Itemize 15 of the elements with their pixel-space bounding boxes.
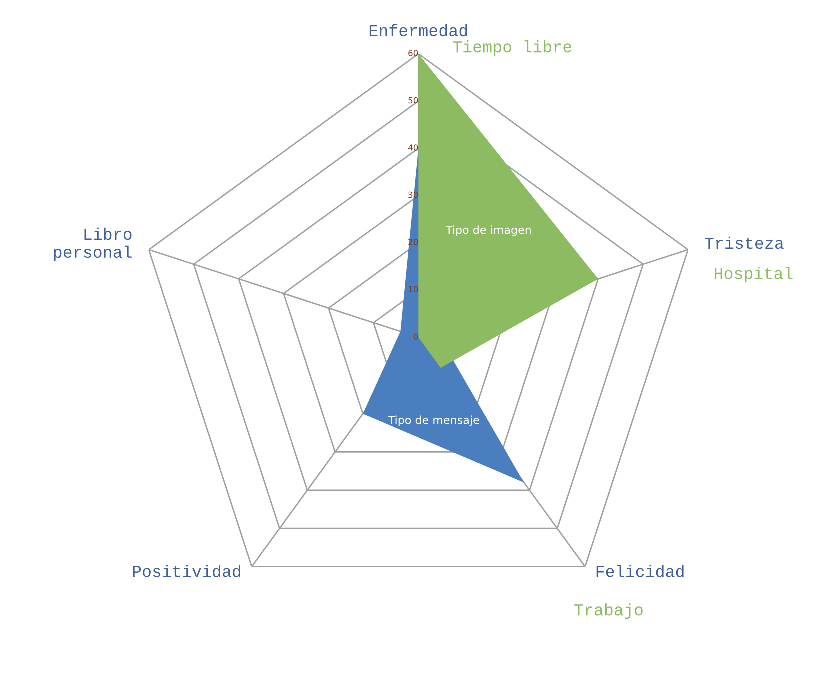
y-tick-label: 60 [408, 50, 418, 56]
text: Trabajo [574, 604, 643, 620]
spoke-label: Enfermedad [370, 24, 468, 37]
text: Hospital [715, 267, 793, 283]
spoke-label: Libro personal [54, 228, 132, 262]
spoke-label: Tristeza [705, 236, 784, 250]
spoke-label: Positividad [133, 565, 241, 578]
series-label: Tipo de mensaje [388, 416, 480, 427]
spoke-label: Felicidad [596, 565, 684, 578]
series-label: Tipo de imagen [446, 226, 531, 236]
y-tick-label: 50 [408, 97, 418, 104]
y-tick-label: 40 [408, 144, 418, 151]
y-tick-label: 0 [414, 334, 418, 340]
text: Tiempo libre [453, 40, 572, 56]
y-tick-label: 10 [408, 286, 418, 293]
